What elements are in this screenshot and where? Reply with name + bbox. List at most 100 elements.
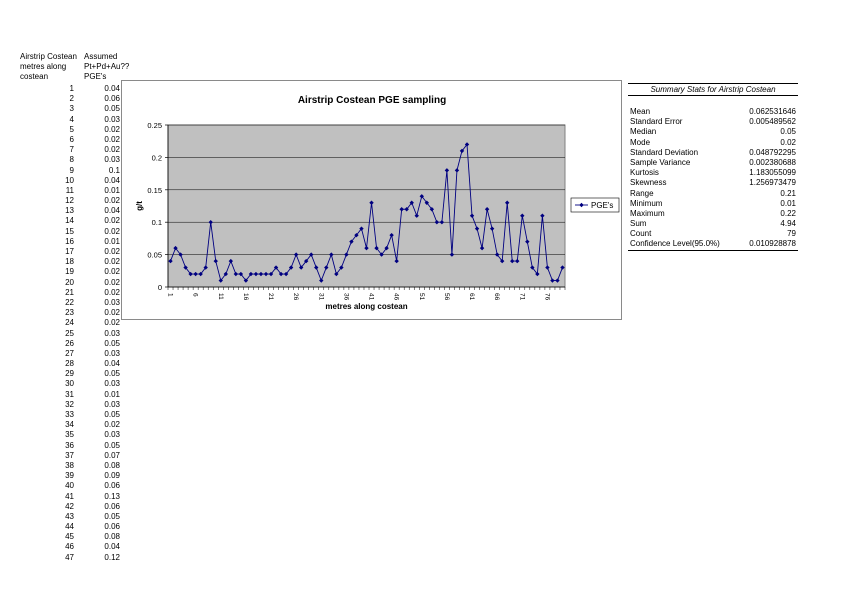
stats-value: 79 — [787, 229, 796, 239]
data-point — [198, 271, 203, 277]
stats-value: 0.002380688 — [749, 157, 796, 167]
metres-cell: 21 — [65, 287, 74, 297]
data-point — [545, 265, 550, 270]
data-point — [439, 220, 445, 225]
table-row: 21 0.02 — [20, 288, 120, 298]
pge-value-cell: 0.05 — [104, 440, 120, 450]
data-point — [188, 271, 193, 277]
metres-cell: 38 — [65, 460, 74, 470]
x-tick-label: 26 — [292, 293, 299, 301]
x-axis-label: metres along costean — [325, 302, 407, 311]
table-row: 11 0.01 — [20, 186, 120, 196]
table-row: 39 0.09 — [20, 471, 120, 481]
stats-value: 0.048792295 — [749, 147, 796, 157]
table-row: 31 0.01 — [20, 390, 120, 400]
data-point — [484, 207, 490, 212]
pge-value-cell: 0.03 — [104, 114, 120, 124]
metres-cell: 32 — [65, 399, 74, 409]
metres-cell: 25 — [65, 328, 74, 338]
metres-cell: 3 — [69, 104, 74, 114]
x-tick-label: 16 — [242, 293, 249, 301]
table-row: 22 0.03 — [20, 298, 120, 308]
table-row: 10 0.04 — [20, 176, 120, 186]
x-tick-label: 71 — [518, 293, 525, 301]
stats-value: 1.183055099 — [749, 168, 796, 178]
metres-cell: 44 — [65, 522, 74, 532]
metres-cell: 41 — [65, 491, 74, 501]
stats-row: Maximum 0.22 — [628, 209, 798, 219]
pge-value-cell: 0.02 — [104, 267, 120, 277]
pge-value-cell: 0.1 — [108, 165, 120, 175]
x-tick-label: 11 — [217, 293, 224, 300]
table-row: 14 0.02 — [20, 216, 120, 226]
metres-cell: 10 — [65, 175, 74, 185]
data-point — [218, 278, 223, 283]
data-point — [203, 265, 208, 270]
table-row: 23 0.02 — [20, 308, 120, 318]
stats-label: Minimum — [630, 198, 663, 208]
pge-value-cell: 0.03 — [104, 328, 120, 338]
metres-cell: 4 — [69, 114, 74, 124]
data-point — [183, 265, 188, 270]
data-point — [273, 265, 279, 270]
stats-label: Sum — [630, 219, 647, 229]
plot-area — [167, 124, 566, 288]
data-point — [469, 213, 475, 218]
data-point — [555, 278, 560, 283]
data-point — [344, 252, 349, 257]
data-point — [394, 258, 399, 264]
metres-cell: 20 — [65, 277, 74, 287]
metres-cell: 30 — [65, 379, 74, 389]
data-point — [193, 271, 198, 277]
table-row: 30 0.03 — [20, 379, 120, 389]
stats-label: Kurtosis — [630, 168, 659, 178]
summary-stats-panel: Summary Stats for Airstrip Costean Mean 0… — [628, 83, 798, 251]
pge-value-cell: 0.03 — [104, 155, 120, 165]
table-row: 15 0.02 — [20, 227, 120, 237]
stats-value: 1.256973479 — [749, 178, 796, 188]
data-point — [349, 239, 354, 244]
chart-title: Airstrip Costean PGE sampling — [298, 95, 446, 106]
line-chart: Airstrip Costean PGE sampling 0 0.05 0.1 0.1… — [135, 95, 620, 311]
pge-value-cell: 0.13 — [104, 491, 120, 501]
data-point — [399, 207, 404, 212]
x-tick-label: 56 — [443, 293, 450, 301]
table-row: 20 0.02 — [20, 278, 120, 288]
table-row: 32 0.03 — [20, 400, 120, 410]
stats-row: Count 79 — [628, 229, 798, 239]
metres-cell: 18 — [65, 257, 74, 267]
metres-cell: 42 — [65, 501, 74, 511]
chart-area[interactable]: Airstrip Costean PGE sampling 0 0.05 0.1 0.1… — [121, 80, 622, 320]
stats-value: 0.005489562 — [749, 117, 796, 127]
pge-value-cell: 0.06 — [104, 522, 120, 532]
table-row: 44 0.06 — [20, 522, 120, 532]
data-point — [510, 258, 515, 264]
data-point — [278, 271, 284, 277]
stats-row: Skewness 1.256973479 — [628, 178, 798, 188]
pge-value-cell: 0.03 — [104, 399, 120, 409]
data-point — [248, 271, 254, 277]
metres-cell: 35 — [65, 430, 74, 440]
legend-marker — [579, 202, 584, 208]
pge-value-cell: 0.04 — [104, 175, 120, 185]
pge-value-cell: 0.04 — [104, 84, 120, 93]
table-row: 25 0.03 — [20, 329, 120, 339]
pge-value-cell: 0.03 — [104, 348, 120, 358]
pge-value-cell: 0.05 — [104, 104, 120, 114]
stats-value: 0.22 — [780, 208, 796, 218]
pge-value-cell: 0.02 — [104, 420, 120, 430]
table-row: 7 0.02 — [20, 145, 120, 155]
stats-row: Confidence Level(95.0%) 0.010928878 — [628, 239, 798, 249]
x-tick-label: 1 — [167, 293, 174, 297]
summary-stats-bottom-rule — [628, 249, 798, 251]
metres-cell: 29 — [65, 369, 74, 379]
metres-cell: 5 — [69, 124, 74, 134]
stats-row: Sum 4.94 — [628, 219, 798, 229]
data-point — [293, 252, 299, 257]
data-point — [168, 258, 173, 264]
metres-cell: 15 — [65, 226, 74, 236]
metres-cell: 47 — [65, 552, 74, 562]
data-point — [243, 278, 249, 283]
metres-cell: 12 — [65, 196, 74, 206]
table-row: 5 0.02 — [20, 125, 120, 135]
